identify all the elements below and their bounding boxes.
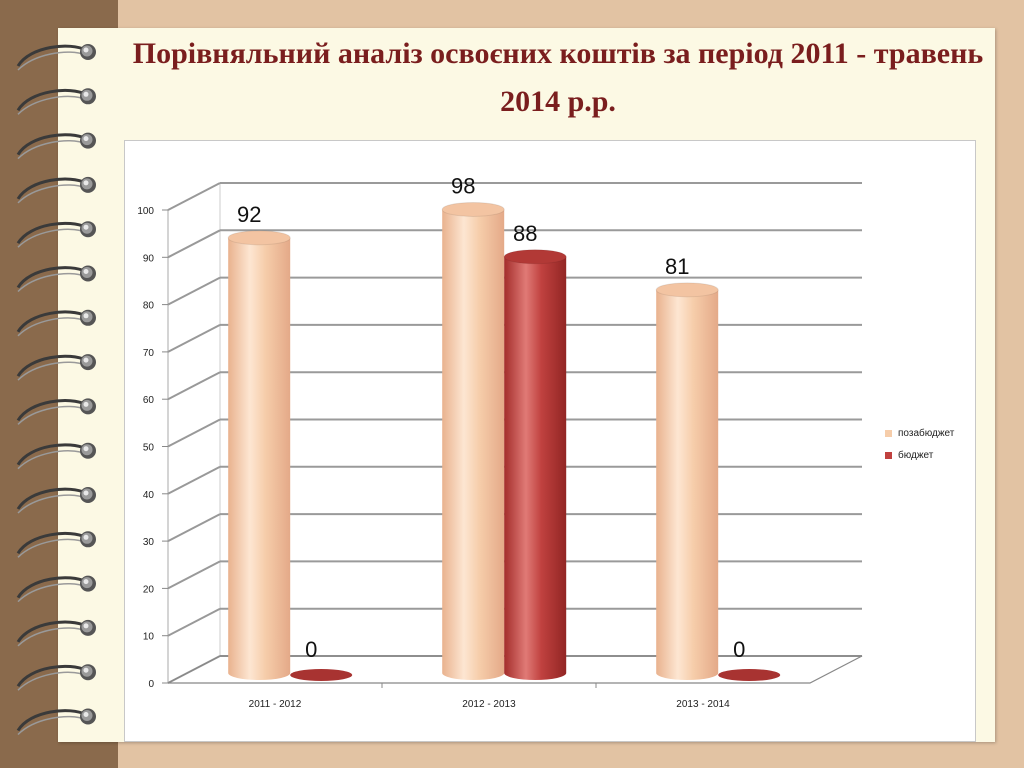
y-tick-label: 40 xyxy=(143,490,155,501)
bar-series-1 xyxy=(441,201,505,680)
legend-item-series-1: позабюджет xyxy=(885,422,954,444)
legend-item-series-2: бюджет xyxy=(885,444,954,466)
data-label: 81 xyxy=(665,254,689,279)
y-tick-label: 20 xyxy=(143,584,155,595)
y-tick-label: 10 xyxy=(143,632,155,643)
spiral-ring xyxy=(16,221,96,248)
bar-series-2 xyxy=(503,249,567,680)
spiral-ring xyxy=(16,176,96,204)
spiral-ring xyxy=(16,44,96,71)
gridline-side xyxy=(167,560,221,590)
x-tick-label: 2013 - 2014 xyxy=(676,699,730,710)
bar-series-2 xyxy=(290,669,353,681)
x-tick-label: 2011 - 2012 xyxy=(249,699,302,710)
gridline-side xyxy=(167,229,221,259)
spiral-ring xyxy=(16,309,96,337)
bar-series-2 xyxy=(718,669,781,681)
spiral-ring xyxy=(16,398,96,425)
chart-legend: позабюджет бюджет xyxy=(885,422,954,466)
bar-series-1 xyxy=(227,230,291,680)
spiral-ring xyxy=(16,531,96,558)
spiral-ring xyxy=(16,487,96,514)
spiral-ring xyxy=(16,664,96,691)
gridline-side xyxy=(167,182,221,211)
spiral-binding xyxy=(16,44,96,736)
data-label: 98 xyxy=(451,173,475,198)
y-tick-label: 60 xyxy=(143,395,155,406)
gridline-side xyxy=(167,418,221,448)
spiral-ring xyxy=(16,619,96,647)
gridline-side xyxy=(167,465,221,495)
bar-chart: 0 10 20 30 40 50 60 70 80 90 100 2011 - 2012 2012 - … xyxy=(137,173,863,710)
data-label: 92 xyxy=(237,202,261,227)
bar-series-1 xyxy=(655,282,719,680)
gridline-side xyxy=(167,607,221,637)
y-tick-label: 100 xyxy=(137,206,154,217)
spiral-ring xyxy=(16,442,96,470)
spiral-ring xyxy=(16,575,96,603)
spiral-ring xyxy=(16,265,96,293)
legend-label-series-1: позабюджет xyxy=(898,427,955,439)
data-label: 0 xyxy=(305,637,317,662)
data-label: 88 xyxy=(513,221,537,246)
y-tick-label: 90 xyxy=(143,253,155,264)
spiral-ring xyxy=(16,88,96,115)
spiral-ring xyxy=(16,132,96,160)
gridline-side xyxy=(167,513,221,542)
y-tick-label: 80 xyxy=(143,301,155,312)
legend-swatch-series-1 xyxy=(885,429,892,437)
y-tick-label: 0 xyxy=(148,679,154,690)
gridline-side xyxy=(167,371,221,401)
y-tick-label: 30 xyxy=(143,537,155,548)
legend-label-series-2: бюджет xyxy=(898,449,934,461)
data-label: 0 xyxy=(733,637,745,662)
legend-swatch-series-2 xyxy=(885,451,892,459)
gridline-side xyxy=(167,276,221,306)
slide-title: Порівняльний аналіз освоєних коштів за п… xyxy=(132,37,984,118)
x-tick-label: 2012 - 2013 xyxy=(462,699,516,710)
gridline-side xyxy=(167,324,221,353)
spiral-ring xyxy=(16,354,96,381)
spiral-ring xyxy=(16,708,96,736)
y-tick-label: 50 xyxy=(143,443,155,454)
y-tick-label: 70 xyxy=(143,348,155,359)
